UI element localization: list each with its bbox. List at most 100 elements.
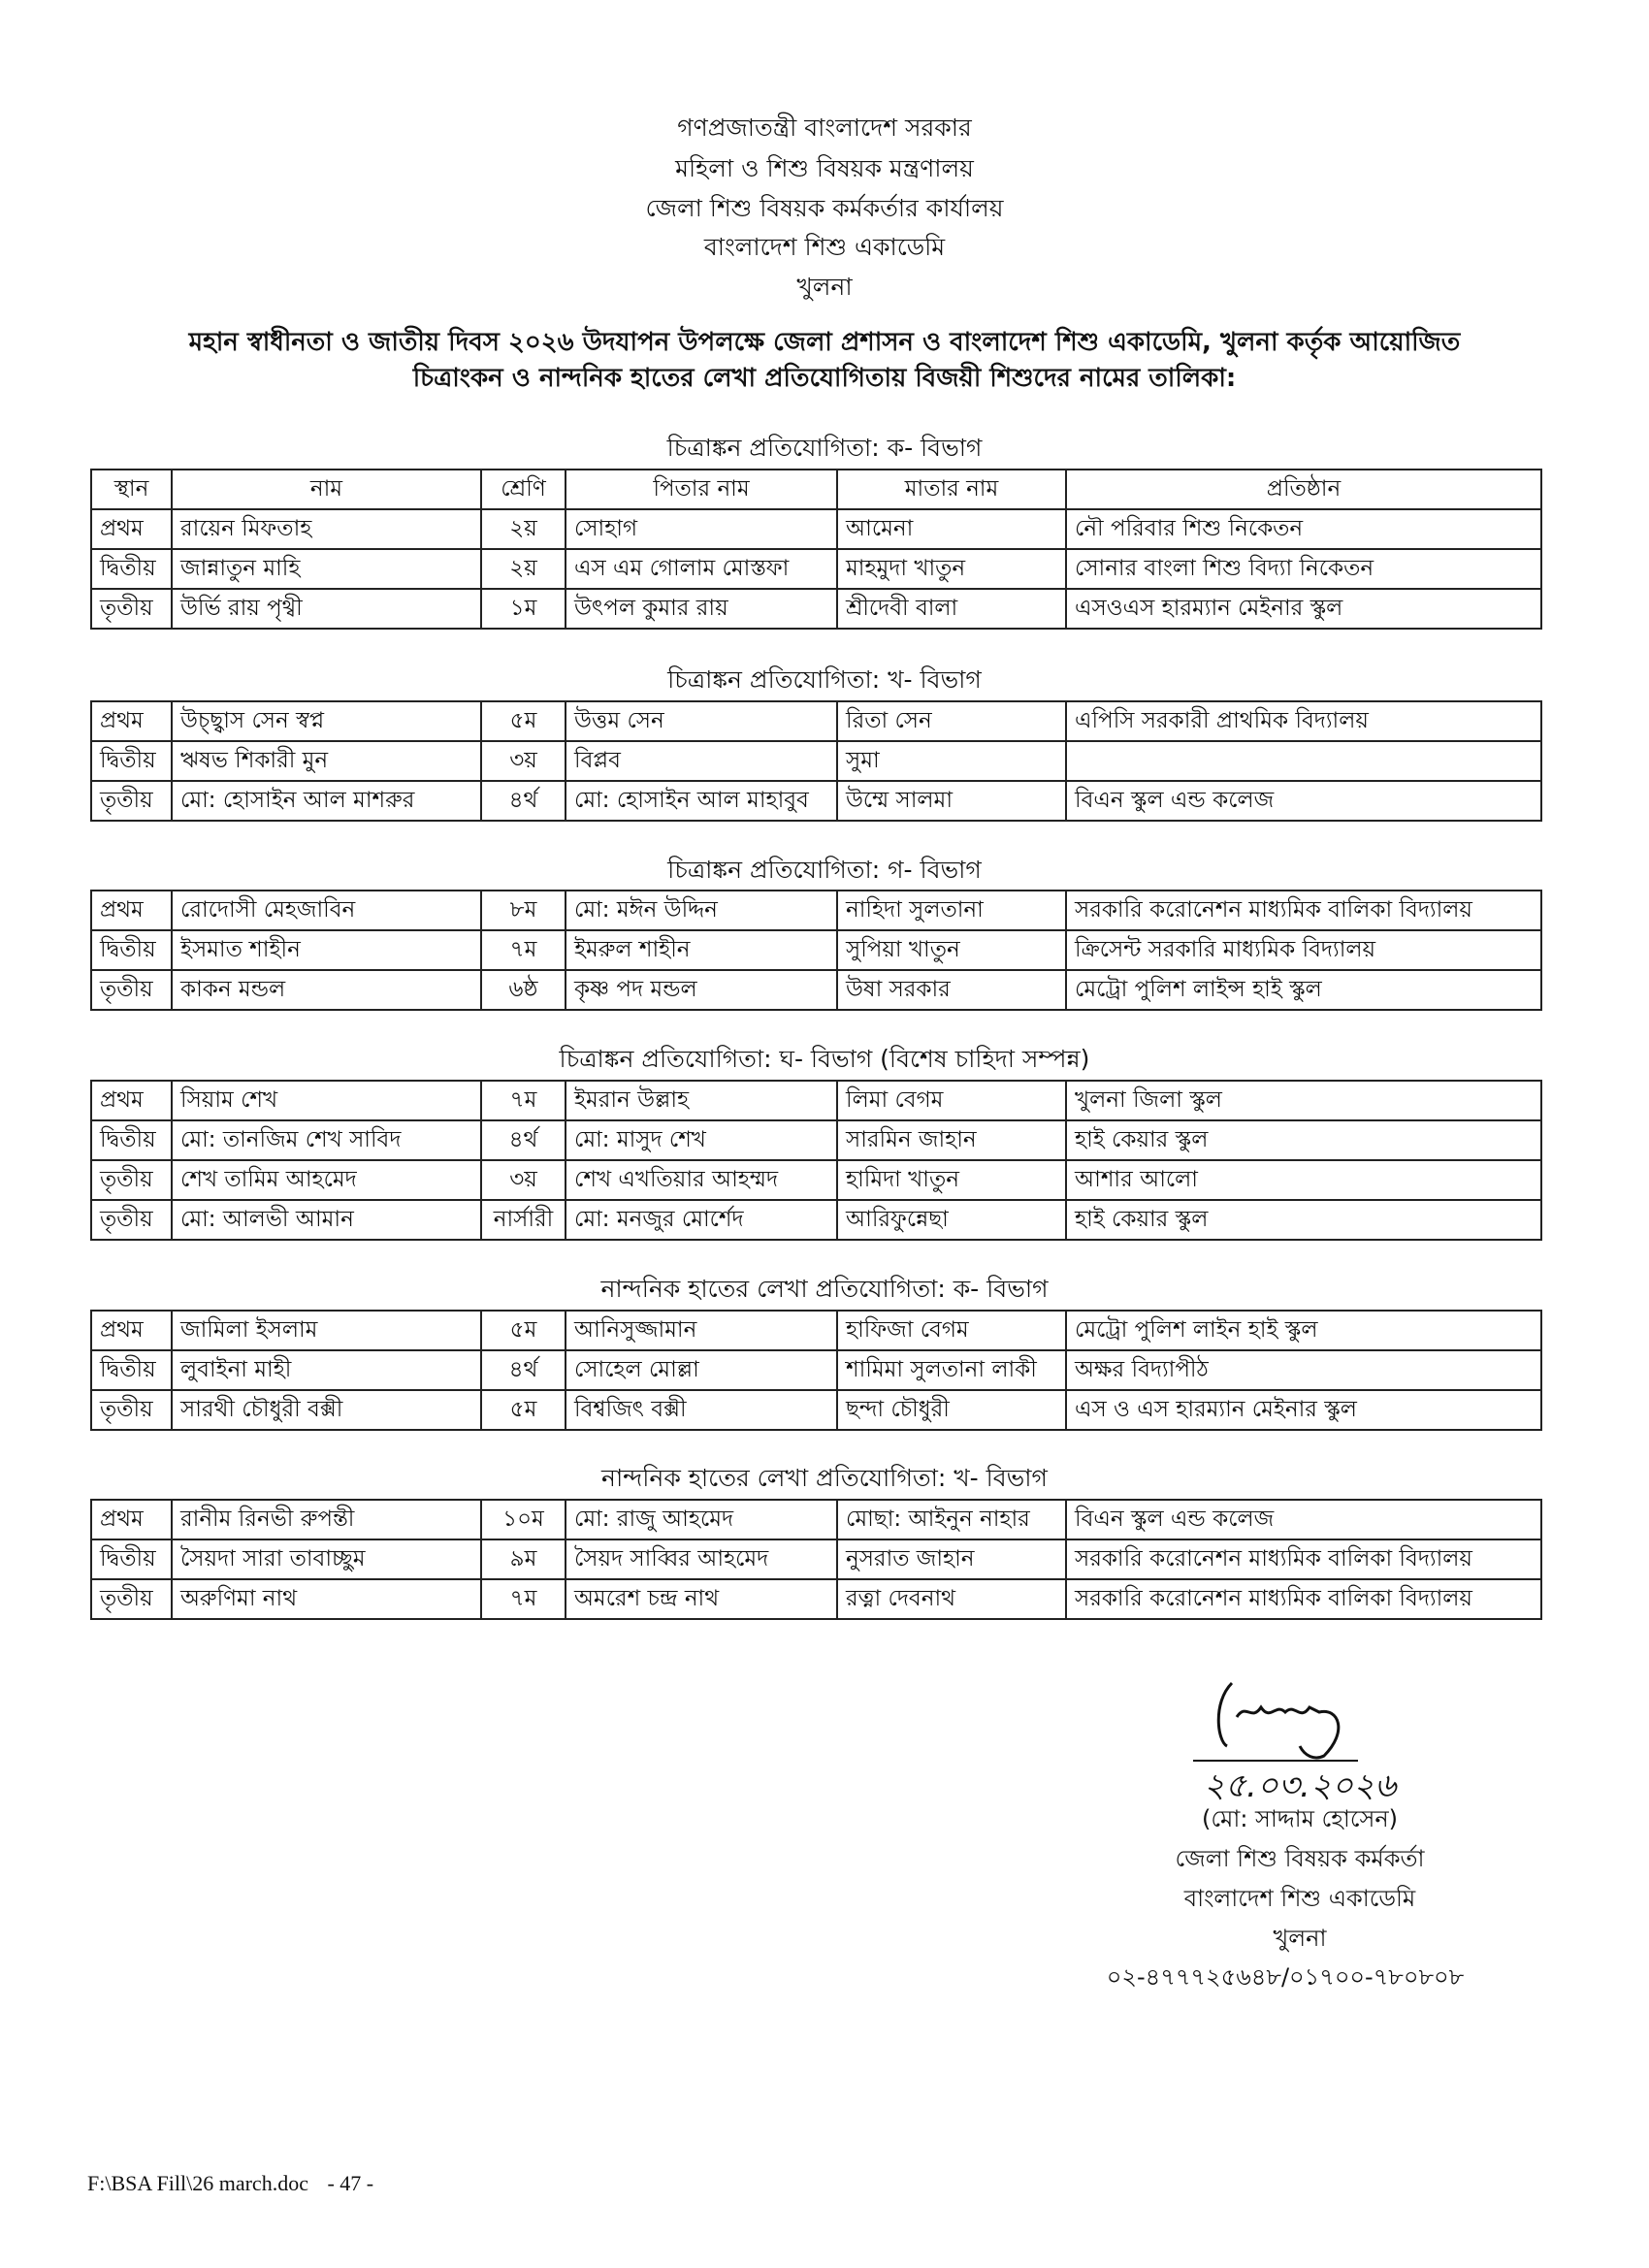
table-cell: রানীম রিনভী রুপন্তী	[171, 1499, 482, 1540]
table-cell: হাই কেয়ার স্কুল	[1065, 1119, 1542, 1161]
table-cell: দ্বিতীয়	[90, 1119, 173, 1161]
subtitle-line: চিত্রাংকন ও নান্দনিক হাতের লেখা প্রতিযোগ…	[412, 364, 1237, 393]
table-row: দ্বিতীয় সৈয়দা সারা তাবাচ্ছুম ৯ম সৈয়দ সাব…	[90, 1539, 1542, 1580]
table-cell: প্রথম	[90, 508, 173, 550]
table-cell: মো: রাজু আহমেদ	[565, 1499, 838, 1540]
table-row: দ্বিতীয় ইসমাত শাহীন ৭ম ইমরুল শাহীন সুপিয়া …	[90, 929, 1542, 971]
table-cell: সোহাগ	[565, 508, 838, 550]
table-cell: ছন্দা চৌধুরী	[836, 1389, 1067, 1431]
table-cell: মো: হোসাইন আল মাশরুর	[171, 780, 482, 822]
section-title: চিত্রাঙ্কন প্রতিযোগিতা: গ- বিভাগ	[667, 856, 982, 884]
winners-table: প্রথম রানীম রিনভী রুপন্তী ১০ম মো: রাজু আহমে…	[90, 1499, 1542, 1620]
table-row: প্রথম রায়েন মিফতাহ ২য় সোহাগ আমেনা নৌ পরিবার…	[90, 508, 1542, 550]
table-cell: বিশ্বজিৎ বক্সী	[565, 1389, 838, 1431]
table-cell: ৭ম	[480, 1080, 566, 1121]
table-cell	[1065, 740, 1542, 782]
table-cell: তৃতীয়	[90, 1199, 173, 1241]
table-cell: তৃতীয়	[90, 969, 173, 1011]
table-cell: অক্ষর বিদ্যাপীঠ	[1065, 1349, 1542, 1391]
table-row: তৃতীয় কাকন মন্ডল ৬ষ্ঠ কৃষ্ণ পদ মন্ডল উষা সর…	[90, 969, 1542, 1011]
table-cell: প্রথম	[90, 890, 173, 931]
table-cell: মো: তানজিম শেখ সাবিদ	[171, 1119, 482, 1161]
table-cell: সরকারি করোনেশন মাধ্যমিক বালিকা বিদ্যালয়	[1065, 1539, 1542, 1580]
table-cell: নার্সারী	[480, 1199, 566, 1241]
table-cell: সোনার বাংলা শিশু বিদ্যা নিকেতন	[1065, 548, 1542, 590]
section-title: চিত্রাঙ্কন প্রতিযোগিতা: ঘ- বিভাগ (বিশেষ …	[559, 1045, 1090, 1073]
table-cell: নাহিদা সুলতানা	[836, 890, 1067, 931]
table-cell: অরুণিমা নাথ	[171, 1578, 482, 1620]
table-cell: রায়েন মিফতাহ	[171, 508, 482, 550]
table-cell: ৬ষ্ঠ	[480, 969, 566, 1011]
table-cell: দ্বিতীয়	[90, 548, 173, 590]
table-cell: লিমা বেগম	[836, 1080, 1067, 1121]
table-cell: জান্নাতুন মাহি	[171, 548, 482, 590]
table-row: তৃতীয় উর্ভি রায় পৃথ্বী ১ম উৎপল কুমার রায়…	[90, 588, 1542, 630]
table-cell: ৫ম	[480, 1310, 566, 1351]
table-cell: ইমরুল শাহীন	[565, 929, 838, 971]
table-row: প্রথম রোদোসী মেহজাবিন ৮ম মো: মঈন উদ্দিন নাহি…	[90, 890, 1542, 931]
table-cell: ৫ম	[480, 700, 566, 742]
table-cell: তৃতীয়	[90, 780, 173, 822]
table-cell: সিয়াম শেখ	[171, 1080, 482, 1121]
table-cell: ৪র্থ	[480, 1349, 566, 1391]
table-cell: এসওএস হারম্যান মেইনার স্কুল	[1065, 588, 1542, 630]
table-row: তৃতীয় শেখ তামিম আহমেদ ৩য় শেখ এখতিয়ার আহম…	[90, 1159, 1542, 1201]
column-header: প্রতিষ্ঠান	[1065, 469, 1542, 510]
table-cell: প্রথম	[90, 1499, 173, 1540]
winners-table: প্রথম রোদোসী মেহজাবিন ৮ম মো: মঈন উদ্দিন নাহি…	[90, 890, 1542, 1011]
table-row: দ্বিতীয় লুবাইনা মাহী ৪র্থ সোহেল মোল্লা শামি…	[90, 1349, 1542, 1391]
table-cell: শ্রীদেবী বালা	[836, 588, 1067, 630]
table-cell: প্রথম	[90, 1310, 173, 1351]
table-cell: মো: মাসুদ শেখ	[565, 1119, 838, 1161]
table-cell: এপিসি সরকারী প্রাথমিক বিদ্যালয়	[1065, 700, 1542, 742]
footer: F:\BSA Fill\26 march.doc - 47 -	[87, 2171, 373, 2196]
table-cell: মেট্রো পুলিশ লাইন্স হাই স্কুল	[1065, 969, 1542, 1011]
table-cell: কৃষ্ণ পদ মন্ডল	[565, 969, 838, 1011]
table-cell: উর্ভি রায় পৃথ্বী	[171, 588, 482, 630]
table-row: তৃতীয় অরুণিমা নাথ ৭ম অমরেশ চন্দ্র নাথ রত্না…	[90, 1578, 1542, 1620]
table-cell: সরকারি করোনেশন মাধ্যমিক বালিকা বিদ্যালয়	[1065, 1578, 1542, 1620]
table-cell: প্রথম	[90, 700, 173, 742]
table-cell: তৃতীয়	[90, 1389, 173, 1431]
file-path: F:\BSA Fill\26 march.doc	[87, 2171, 308, 2195]
table-row: তৃতীয় সারথী চৌধুরী বক্সী ৫ম বিশ্বজিৎ বক্সী…	[90, 1389, 1542, 1431]
table-cell: ক্রিসেন্ট সরকারি মাধ্যমিক বিদ্যালয়	[1065, 929, 1542, 971]
table-cell: ৭ম	[480, 1578, 566, 1620]
table-cell: তৃতীয়	[90, 1578, 173, 1620]
table-row: প্রথম রানীম রিনভী রুপন্তী ১০ম মো: রাজু আহমে…	[90, 1499, 1542, 1540]
section-title: চিত্রাঙ্কন প্রতিযোগিতা: খ- বিভাগ	[667, 665, 982, 694]
table-cell: উত্তম সেন	[565, 700, 838, 742]
table-cell: আমেনা	[836, 508, 1067, 550]
table-cell: ইমরান উল্লাহ	[565, 1080, 838, 1121]
table-cell: নৌ পরিবার শিশু নিকেতন	[1065, 508, 1542, 550]
table-cell: সারমিন জাহান	[836, 1119, 1067, 1161]
column-header: স্থান	[90, 469, 173, 510]
table-cell: ৫ম	[480, 1389, 566, 1431]
table-cell: ইসমাত শাহীন	[171, 929, 482, 971]
signatory-name: (মো: সাদ্দাম হোসেন)	[1201, 1805, 1399, 1832]
table-cell: তৃতীয়	[90, 1159, 173, 1201]
table-cell: দ্বিতীয়	[90, 1539, 173, 1580]
table-cell: তৃতীয়	[90, 588, 173, 630]
table-cell: ৩য়	[480, 740, 566, 782]
table-cell: দ্বিতীয়	[90, 1349, 173, 1391]
table-row: প্রথম উচ্ছ্বাস সেন স্বপ্ন ৫ম উত্তম সেন রিতা …	[90, 700, 1542, 742]
table-cell: সোহেল মোল্লা	[565, 1349, 838, 1391]
table-cell: সুমা	[836, 740, 1067, 782]
signature-date: ২৫.০৩.২০২৬	[1203, 1766, 1397, 1805]
winners-table: প্রথম জামিলা ইসলাম ৫ম আনিসুজ্জামান হাফিজা বে…	[90, 1310, 1542, 1431]
winners-table: স্থান নাম শ্রেণি পিতার নাম মাতার নাম প্রতিষ্ঠ…	[90, 469, 1542, 630]
table-header-row: স্থান নাম শ্রেণি পিতার নাম মাতার নাম প্রতিষ্ঠ…	[90, 469, 1542, 510]
table-cell: লুবাইনা মাহী	[171, 1349, 482, 1391]
table-cell: হাফিজা বেগম	[836, 1310, 1067, 1351]
table-cell: সারথী চৌধুরী বক্সী	[171, 1389, 482, 1431]
table-cell: নুসরাত জাহান	[836, 1539, 1067, 1580]
table-cell: রোদোসী মেহজাবিন	[171, 890, 482, 931]
table-cell: বিএন স্কুল এন্ড কলেজ	[1065, 1499, 1542, 1540]
table-cell: বিপ্লব	[565, 740, 838, 782]
table-cell: হাই কেয়ার স্কুল	[1065, 1199, 1542, 1241]
section-title: চিত্রাঙ্কন প্রতিযোগিতা: ক- বিভাগ	[666, 434, 983, 462]
winners-table: প্রথম সিয়াম শেখ ৭ম ইমরান উল্লাহ লিমা বেগম খু…	[90, 1080, 1542, 1241]
table-cell: প্রথম	[90, 1080, 173, 1121]
table-row: দ্বিতীয় ঋষভ শিকারী মুন ৩য় বিপ্লব সুমা	[90, 740, 1542, 782]
